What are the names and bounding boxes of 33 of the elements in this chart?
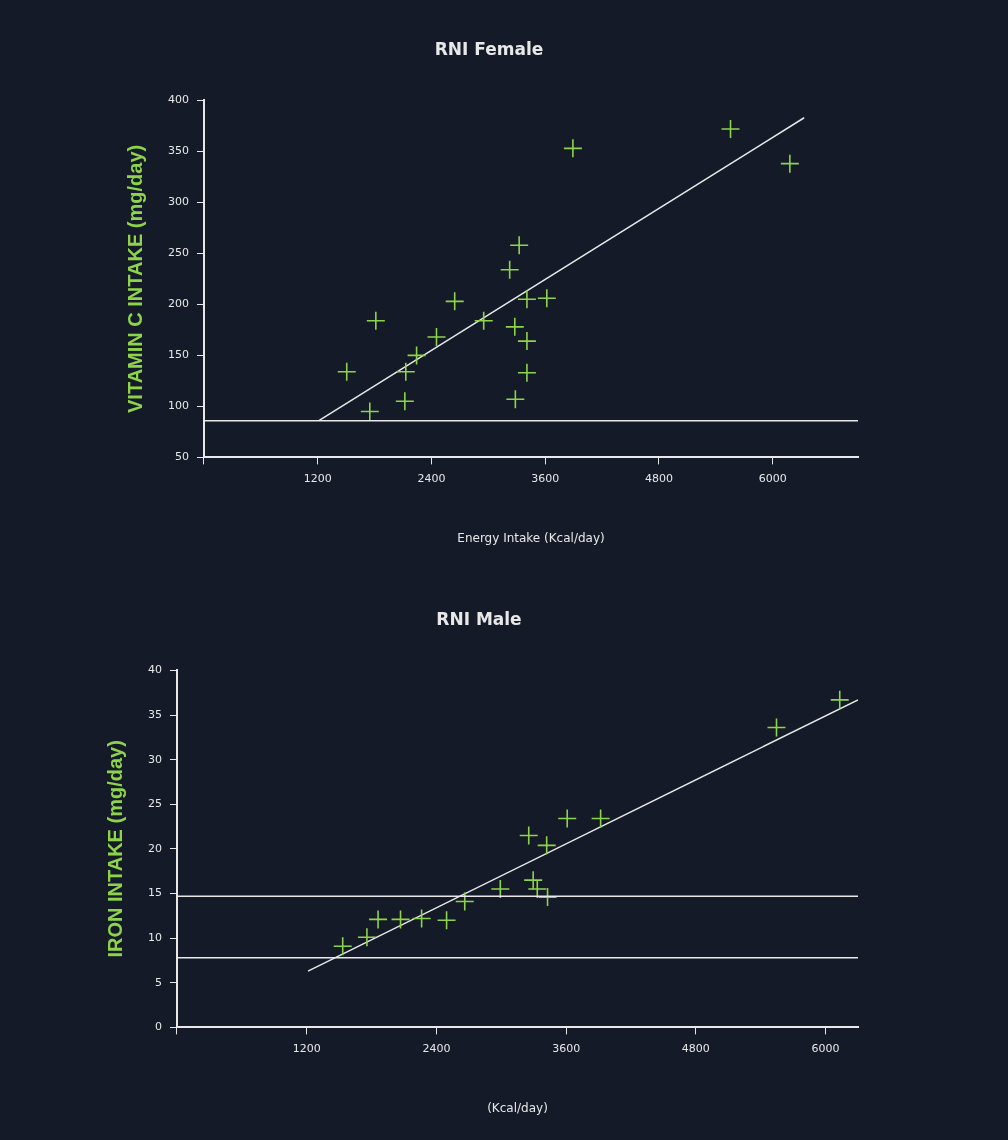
y-tick-label: 25 <box>148 797 162 811</box>
x-tick-label: 4800 <box>644 471 673 485</box>
x-axis-title: (Kcal/day) <box>487 1100 548 1115</box>
y-tick-label: 40 <box>148 663 162 677</box>
x-tick-label: 3600 <box>531 471 560 485</box>
y-tick-label: 200 <box>168 297 189 311</box>
y-tick-label: 35 <box>148 707 162 721</box>
y-tick-label: 5 <box>155 975 162 989</box>
y-tick-label: 50 <box>175 450 189 464</box>
x-tick-label: 2400 <box>422 1041 451 1055</box>
y-tick-label: 20 <box>148 841 162 855</box>
x-tick-label: 1200 <box>292 1041 321 1055</box>
y-axis-title: IRON INTAKE (mg/day) <box>103 740 126 958</box>
y-tick-label: 0 <box>155 1020 162 1034</box>
x-axis-title: Energy Intake (Kcal/day) <box>457 530 605 545</box>
chart-title: RNI Male <box>436 608 522 629</box>
y-axis-title: VITAMIN C INTAKE (mg/day) <box>123 144 146 413</box>
y-tick-label: 30 <box>148 752 162 766</box>
y-tick-label: 15 <box>148 886 162 900</box>
y-tick-label: 100 <box>168 399 189 413</box>
y-tick-label: 400 <box>168 93 189 107</box>
x-tick-label: 3600 <box>552 1041 581 1055</box>
y-tick-label: 300 <box>168 195 189 209</box>
y-tick-label: 350 <box>168 144 189 158</box>
x-tick-label: 2400 <box>417 471 446 485</box>
x-tick-label: 4800 <box>681 1041 710 1055</box>
x-tick-label: 6000 <box>811 1041 840 1055</box>
chart-title: RNI Female <box>434 38 544 59</box>
y-tick-label: 250 <box>168 246 189 260</box>
x-tick-label: 6000 <box>758 471 787 485</box>
y-tick-label: 10 <box>148 931 162 945</box>
y-tick-label: 150 <box>168 348 189 362</box>
x-tick-label: 1200 <box>303 471 332 485</box>
